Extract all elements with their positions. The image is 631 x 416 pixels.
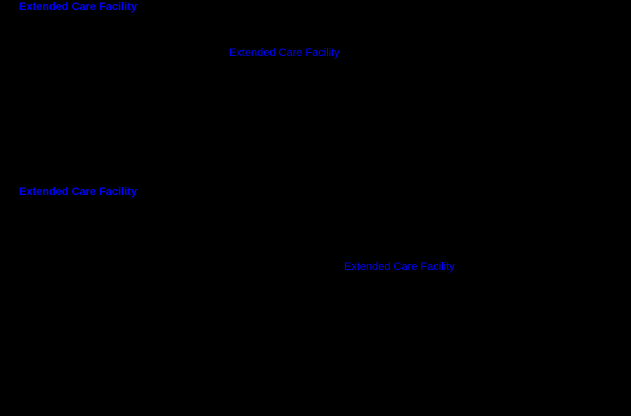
node-label-extended-care-facility-2[interactable]: Extended Care Facility [229,47,340,59]
node-label-extended-care-facility-4[interactable]: Extended Care Facility [344,261,455,273]
node-label-extended-care-facility-3[interactable]: Extended Care Facility [19,186,137,198]
node-label-extended-care-facility-1[interactable]: Extended Care Facility [19,1,137,13]
